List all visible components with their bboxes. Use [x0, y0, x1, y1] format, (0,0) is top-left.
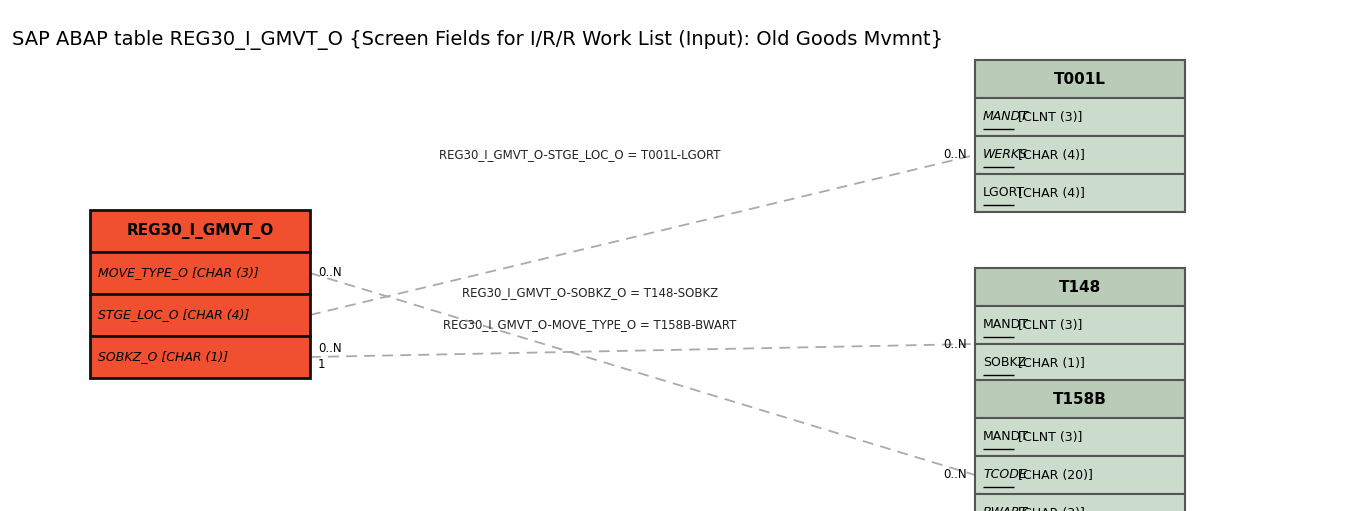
Text: SOBKZ: SOBKZ — [983, 357, 1026, 369]
Text: MANDT: MANDT — [983, 318, 1029, 332]
Bar — [90, 336, 310, 378]
Bar — [974, 60, 1185, 98]
Text: [CLNT (3)]: [CLNT (3)] — [1014, 318, 1082, 332]
Text: 0..N: 0..N — [943, 469, 968, 481]
Text: STGE_LOC_O [CHAR (4)]: STGE_LOC_O [CHAR (4)] — [98, 309, 249, 321]
Text: TCODE: TCODE — [983, 469, 1026, 481]
Text: MANDT: MANDT — [983, 430, 1029, 444]
Text: 0..N: 0..N — [318, 342, 342, 356]
Bar — [974, 418, 1185, 456]
Text: [CLNT (3)]: [CLNT (3)] — [1014, 110, 1082, 124]
Text: REG30_I_GMVT_O-MOVE_TYPE_O = T158B-BWART: REG30_I_GMVT_O-MOVE_TYPE_O = T158B-BWART — [444, 318, 736, 332]
Text: T148: T148 — [1059, 280, 1101, 294]
Text: [CHAR (4)]: [CHAR (4)] — [1014, 187, 1085, 199]
Bar — [974, 456, 1185, 494]
Text: SAP ABAP table REG30_I_GMVT_O {Screen Fields for I/R/R Work List (Input): Old Go: SAP ABAP table REG30_I_GMVT_O {Screen Fi… — [12, 30, 943, 50]
Text: [CLNT (3)]: [CLNT (3)] — [1014, 430, 1082, 444]
Bar — [90, 252, 310, 294]
Text: 1: 1 — [318, 359, 325, 371]
Text: SOBKZ_O [CHAR (1)]: SOBKZ_O [CHAR (1)] — [98, 351, 229, 363]
Text: MOVE_TYPE_O [CHAR (3)]: MOVE_TYPE_O [CHAR (3)] — [98, 267, 259, 280]
Text: 0..N: 0..N — [318, 267, 342, 280]
Text: REG30_I_GMVT_O: REG30_I_GMVT_O — [127, 223, 274, 239]
Bar — [974, 344, 1185, 382]
Text: [CHAR (1)]: [CHAR (1)] — [1014, 357, 1085, 369]
Text: 0..N: 0..N — [943, 149, 968, 161]
Text: T158B: T158B — [1053, 391, 1106, 406]
Bar — [90, 294, 310, 336]
Text: [CHAR (3)]: [CHAR (3)] — [1014, 506, 1085, 511]
Text: T001L: T001L — [1053, 72, 1106, 86]
Bar — [974, 268, 1185, 306]
Bar — [974, 306, 1185, 344]
Text: WERKS: WERKS — [983, 149, 1028, 161]
Text: [CHAR (20)]: [CHAR (20)] — [1014, 469, 1093, 481]
Text: LGORT: LGORT — [983, 187, 1025, 199]
Bar — [974, 136, 1185, 174]
Text: [CHAR (4)]: [CHAR (4)] — [1014, 149, 1085, 161]
Bar — [974, 174, 1185, 212]
Bar — [974, 494, 1185, 511]
Bar — [974, 380, 1185, 418]
Text: REG30_I_GMVT_O-STGE_LOC_O = T001L-LGORT: REG30_I_GMVT_O-STGE_LOC_O = T001L-LGORT — [440, 149, 721, 161]
Text: REG30_I_GMVT_O-SOBKZ_O = T148-SOBKZ: REG30_I_GMVT_O-SOBKZ_O = T148-SOBKZ — [461, 287, 719, 299]
Bar — [974, 98, 1185, 136]
Bar — [90, 210, 310, 252]
Text: 0..N: 0..N — [943, 337, 968, 351]
Text: BWART: BWART — [983, 506, 1028, 511]
Text: MANDT: MANDT — [983, 110, 1029, 124]
